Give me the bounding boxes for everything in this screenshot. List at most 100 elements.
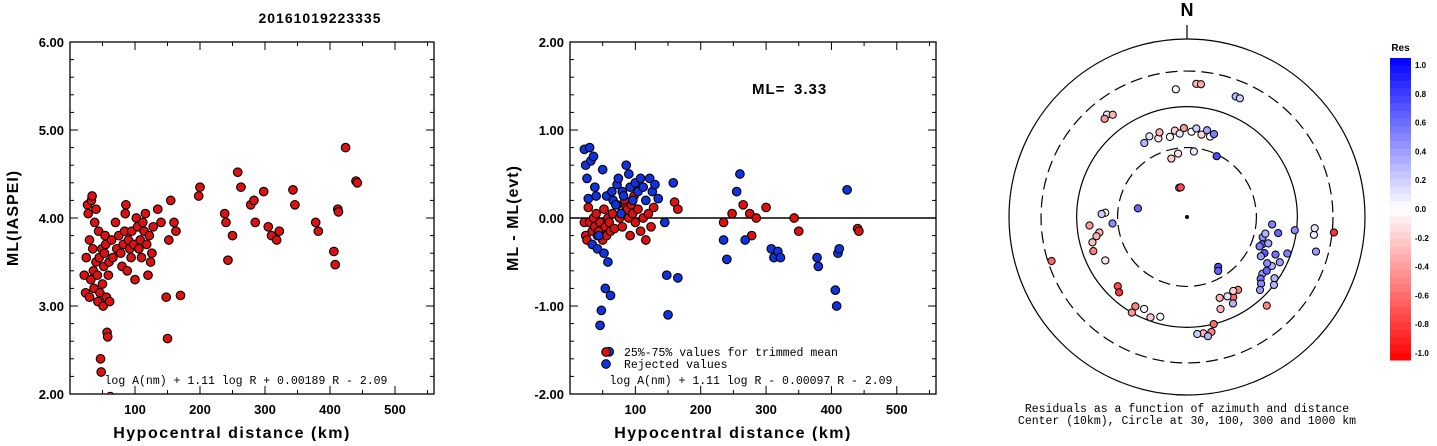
x-tick-label: 400	[821, 402, 843, 417]
data-point	[156, 217, 166, 228]
data-point	[137, 217, 148, 228]
data-point	[147, 248, 157, 259]
data-point	[171, 226, 181, 237]
data-point	[81, 252, 92, 263]
station-residual-point	[1089, 246, 1098, 256]
data-point	[625, 230, 635, 241]
data-point	[140, 208, 151, 219]
y-tick-label: 6.00	[39, 35, 64, 50]
station-residual-point	[1156, 312, 1165, 321]
data-point	[340, 142, 351, 153]
station-residual-point	[1216, 304, 1225, 314]
colorbar-segment	[1390, 163, 1411, 172]
data-point	[813, 261, 824, 272]
data-point	[333, 206, 344, 217]
colorbar-segment	[1390, 65, 1411, 74]
data-point	[592, 243, 603, 254]
colorbar-segment	[1390, 133, 1411, 142]
data-point	[95, 287, 105, 298]
colorbar-tick-label: 0.0	[1415, 205, 1427, 214]
data-point	[672, 272, 683, 283]
station-residual-point	[1092, 232, 1101, 241]
azimuth-residual-polar-panel: N Residuals as a function of azimuth and …	[1008, 0, 1366, 428]
colorbar-segment	[1390, 344, 1411, 353]
station-residual-point	[1145, 132, 1154, 141]
station-residual-point	[1146, 313, 1155, 322]
x-tick-label: 200	[189, 402, 211, 417]
colorbar-segment	[1390, 148, 1411, 157]
data-point	[134, 243, 144, 254]
colorbar-segment	[1390, 201, 1411, 210]
station-residual-point	[1171, 85, 1180, 94]
data-point	[584, 142, 595, 153]
station-residual-point	[1229, 286, 1238, 296]
colorbar-tick-label: 1.0	[1415, 61, 1427, 70]
data-point	[672, 204, 683, 215]
colorbar-tick-label: -0.4	[1415, 263, 1429, 272]
data-point	[98, 301, 108, 311]
station-residual-point	[1047, 256, 1056, 266]
data-point	[221, 217, 231, 228]
data-points	[79, 142, 363, 394]
colorbar-title: Res	[1391, 43, 1410, 54]
station-residual-point	[1203, 332, 1213, 341]
data-point	[135, 235, 146, 245]
colorbar-segment	[1390, 125, 1411, 134]
y-tick-label: 0.00	[539, 211, 564, 226]
x-tick-label: 100	[625, 402, 647, 417]
data-point	[718, 217, 729, 228]
data-point	[95, 353, 106, 364]
x-tick-label: 300	[254, 402, 276, 417]
data-point	[831, 301, 842, 311]
y-tick-label: 2.00	[39, 387, 64, 402]
station-residual-point	[1309, 230, 1319, 239]
data-point	[91, 204, 101, 215]
data-point	[169, 217, 179, 228]
station-residual-point	[1131, 302, 1140, 311]
station-residual-point	[1209, 129, 1219, 139]
legend-marker	[601, 359, 611, 369]
data-point	[175, 290, 186, 301]
station-residual-point	[1255, 285, 1265, 295]
data-point	[595, 320, 605, 331]
data-point	[249, 195, 259, 206]
data-point	[227, 230, 238, 241]
station-residual-point	[1133, 204, 1143, 213]
station-residual-point	[1155, 128, 1164, 137]
data-point	[610, 199, 621, 210]
station-residual-point	[1196, 80, 1206, 89]
station-residual-point	[1197, 130, 1206, 139]
station-residual-point	[1262, 266, 1271, 275]
data-point	[659, 217, 670, 228]
colorbar-segment	[1390, 58, 1411, 67]
station-residual-point	[1235, 94, 1244, 103]
data-point	[583, 202, 594, 213]
distance-ring	[1076, 106, 1298, 328]
data-point	[89, 217, 100, 228]
data-point	[653, 193, 664, 204]
colorbar-segment	[1390, 80, 1411, 89]
station-residual-point	[1275, 258, 1284, 267]
station-residual-point	[1085, 221, 1094, 230]
colorbar-tick-label: -0.8	[1415, 320, 1429, 329]
data-point	[663, 309, 673, 320]
data-point	[148, 221, 159, 232]
magnitude-vs-distance-panel: 100 200 300 400 500 2.00 3.00 4.00 5.00 6.00 Hypoc…	[5, 35, 435, 442]
legend-label: 25%-75% values for trimmed mean	[624, 347, 838, 360]
station-residual-point	[1108, 219, 1117, 228]
data-point	[648, 202, 659, 213]
station-residual-point	[1179, 123, 1188, 133]
station-residual-point	[1283, 249, 1292, 258]
data-point	[79, 270, 90, 281]
data-point	[603, 257, 613, 267]
data-point	[633, 204, 643, 215]
data-point	[274, 226, 285, 237]
data-point	[668, 177, 679, 188]
data-point	[635, 173, 646, 184]
data-point	[288, 184, 298, 195]
data-point	[104, 296, 115, 307]
data-point	[96, 367, 107, 377]
station-residual-point	[1193, 329, 1202, 339]
data-point	[103, 270, 114, 281]
